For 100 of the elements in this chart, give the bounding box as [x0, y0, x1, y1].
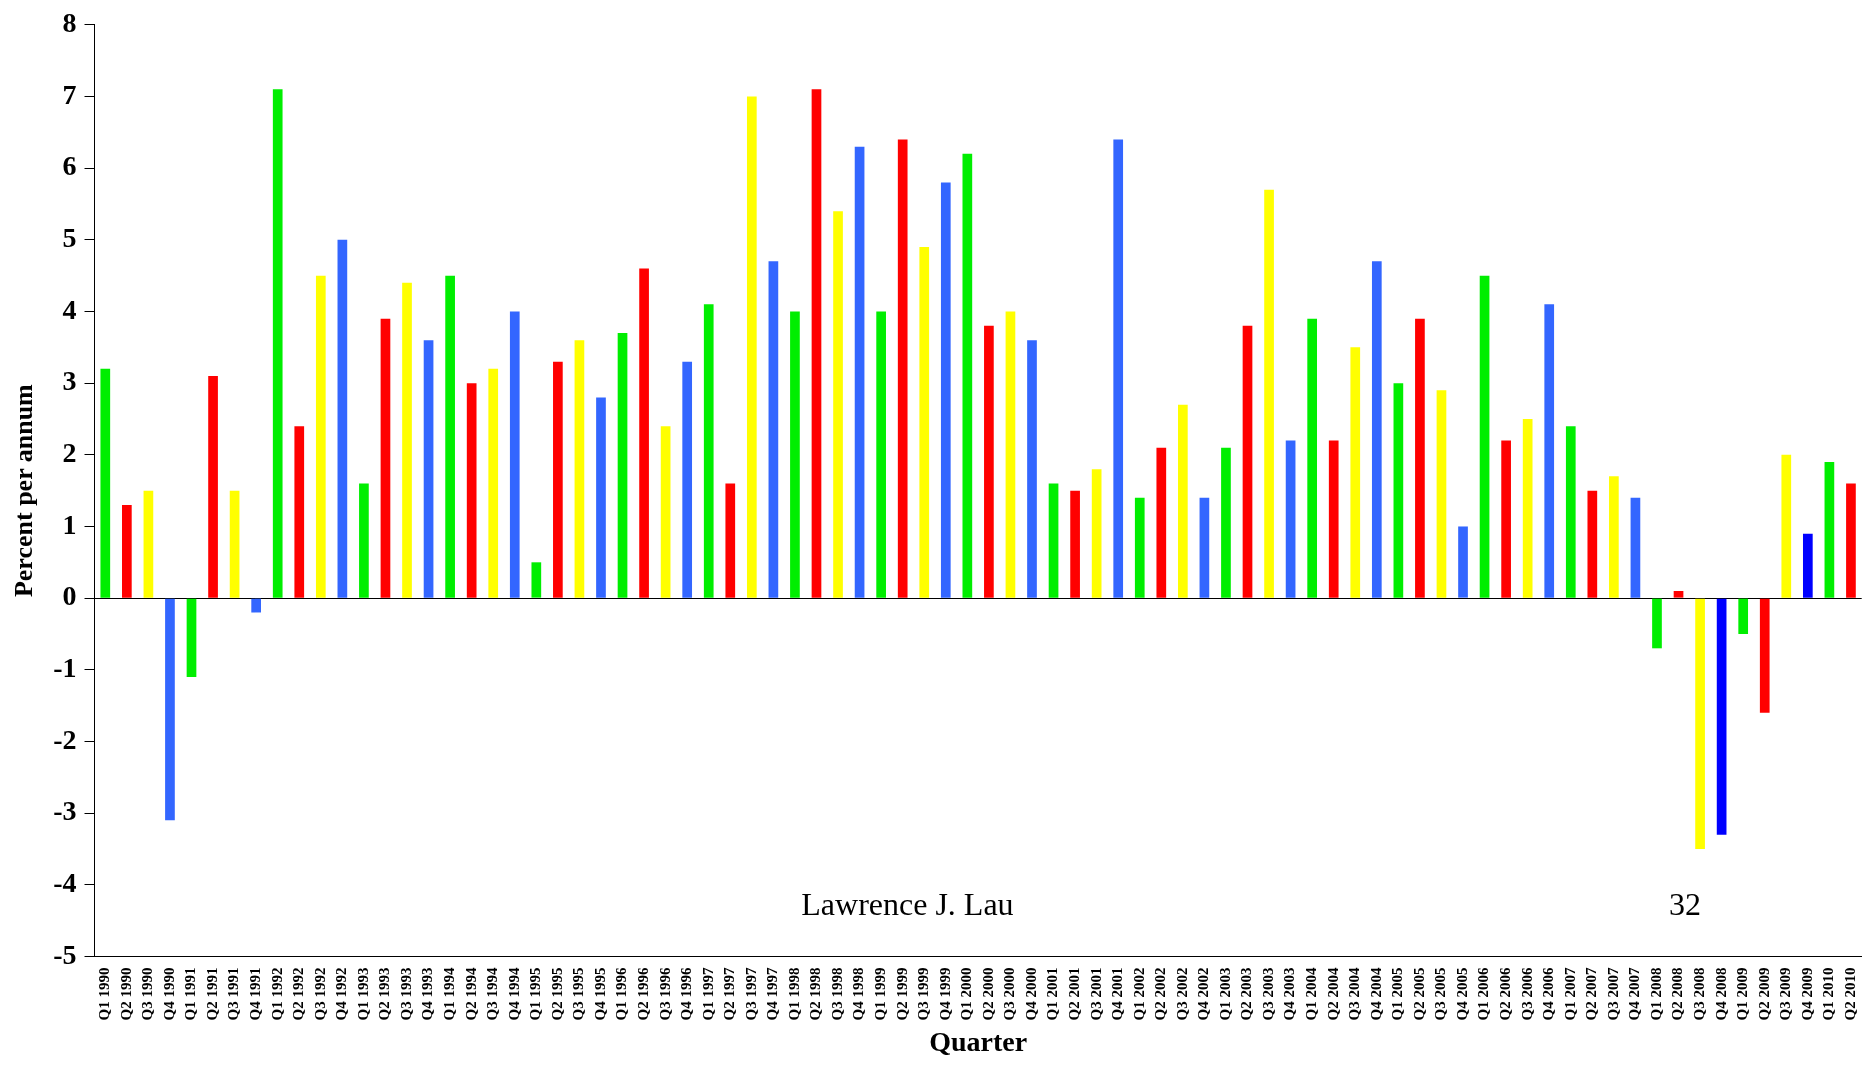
- x-tick-label: Q3 1999: [915, 967, 932, 1021]
- bar: [746, 96, 757, 598]
- x-tick-label: Q4 1999: [936, 967, 953, 1021]
- bar: [509, 311, 520, 598]
- x-tick-label: Q1 2009: [1734, 967, 1751, 1021]
- x-tick-label: Q1 2001: [1044, 967, 1061, 1021]
- bar: [1781, 454, 1792, 598]
- bar: [596, 397, 606, 598]
- x-tick-label: Q2 1991: [203, 967, 220, 1021]
- x-tick-label: Q2 1990: [117, 967, 134, 1021]
- bar: [251, 598, 262, 613]
- bar: [1738, 598, 1749, 634]
- bar: [725, 483, 736, 598]
- bar: [660, 426, 671, 598]
- x-tick-label: Q3 2001: [1087, 967, 1104, 1021]
- bar: [1544, 304, 1555, 598]
- bar: [1846, 483, 1856, 598]
- x-tick-label: Q1 2005: [1389, 967, 1406, 1021]
- bar: [1178, 404, 1188, 598]
- x-tick-label: Q4 2003: [1281, 967, 1298, 1021]
- x-tick-label: Q4 1998: [850, 967, 867, 1021]
- bar: [639, 268, 649, 598]
- y-tick-label: 6: [62, 150, 77, 182]
- x-tick-label: Q1 2003: [1216, 967, 1233, 1021]
- bar: [1695, 598, 1705, 849]
- annotation: Lawrence J. Lau: [801, 885, 1014, 922]
- bar: [617, 332, 628, 598]
- bar: [854, 146, 865, 598]
- bar: [1027, 340, 1037, 598]
- bar: [1759, 598, 1770, 713]
- bar: [531, 562, 542, 598]
- x-tick-label: Q1 2000: [958, 967, 975, 1021]
- bar: [833, 211, 843, 598]
- x-tick-label: Q3 2008: [1690, 967, 1707, 1021]
- bar: [488, 368, 499, 598]
- bar: [962, 153, 973, 598]
- bar: [1307, 318, 1318, 598]
- bar: [423, 340, 434, 598]
- bar: [359, 483, 369, 598]
- x-tick-label: Q2 2003: [1238, 967, 1255, 1021]
- y-tick-label: -5: [53, 938, 77, 970]
- x-tick-label: Q1 1994: [440, 966, 457, 1021]
- x-tick-label: Q1 1990: [96, 967, 113, 1021]
- x-tick-label: Q3 1993: [397, 967, 414, 1021]
- bar: [790, 311, 800, 598]
- y-tick-label: 7: [62, 78, 77, 110]
- x-tick-label: Q4 1996: [678, 966, 695, 1021]
- x-tick-label: Q3 1994: [484, 966, 501, 1021]
- bar: [1091, 469, 1102, 598]
- x-tick-label: Q1 2007: [1561, 966, 1578, 1021]
- bar: [1609, 476, 1619, 598]
- bar: [1005, 311, 1016, 598]
- bar: [1652, 598, 1662, 649]
- x-tick-label: Q1 1998: [785, 967, 802, 1021]
- x-tick-label: Q1 1999: [872, 967, 889, 1021]
- x-tick-label: Q4 1993: [419, 967, 436, 1021]
- bar: [1070, 490, 1080, 598]
- bar: [574, 340, 585, 598]
- x-tick-label: Q1 2004: [1303, 966, 1320, 1021]
- bar: [1285, 440, 1296, 598]
- y-tick-label: 8: [62, 7, 77, 39]
- x-tick-label: Q3 2002: [1173, 967, 1190, 1021]
- bar: [703, 304, 714, 598]
- bar: [380, 318, 391, 598]
- x-tick-label: Q2 2008: [1669, 967, 1686, 1021]
- x-tick-label: Q4 2008: [1712, 967, 1729, 1021]
- x-tick-label: Q3 2000: [1001, 967, 1018, 1021]
- bar: [122, 504, 132, 598]
- x-tick-label: Q2 2001: [1065, 967, 1082, 1021]
- y-tick-label: -1: [53, 652, 77, 684]
- x-tick-label: Q2 2009: [1755, 967, 1772, 1021]
- x-tick-label: Q2 1992: [290, 967, 307, 1021]
- bar: [445, 275, 455, 598]
- y-tick-label: -3: [53, 795, 77, 827]
- bar: [553, 361, 563, 598]
- x-tick-label: Q3 2003: [1259, 967, 1276, 1021]
- x-tick-label: Q3 1991: [225, 967, 242, 1021]
- x-tick-label: Q3 2005: [1432, 967, 1449, 1021]
- x-tick-label: Q3 2007: [1604, 966, 1621, 1021]
- bar: [1587, 490, 1598, 598]
- x-tick-label: Q2 2006: [1497, 966, 1513, 1021]
- bar: [984, 325, 994, 598]
- x-tick-label: Q4 1997: [764, 966, 781, 1021]
- x-tick-label: Q2 1994: [462, 966, 479, 1021]
- y-tick-label: 1: [62, 508, 77, 540]
- y-tick-label: 0: [62, 580, 77, 612]
- bar: [100, 368, 111, 598]
- x-tick-label: Q3 1992: [311, 967, 328, 1021]
- bar: [337, 239, 348, 598]
- x-tick-label: Q2 2007: [1583, 966, 1600, 1021]
- bar: [1113, 139, 1124, 598]
- bar: [1565, 426, 1576, 598]
- bar: [1673, 590, 1684, 598]
- x-tick-label: Q4 2005: [1453, 967, 1470, 1021]
- x-tick-label: Q4 2001: [1109, 967, 1126, 1021]
- x-tick-label: Q4 1995: [591, 967, 608, 1021]
- x-tick-label: Q2 1999: [893, 967, 910, 1021]
- x-tick-label: Q1 1993: [354, 967, 371, 1021]
- x-axis-title: Quarter: [929, 1026, 1028, 1058]
- bar: [1199, 497, 1210, 598]
